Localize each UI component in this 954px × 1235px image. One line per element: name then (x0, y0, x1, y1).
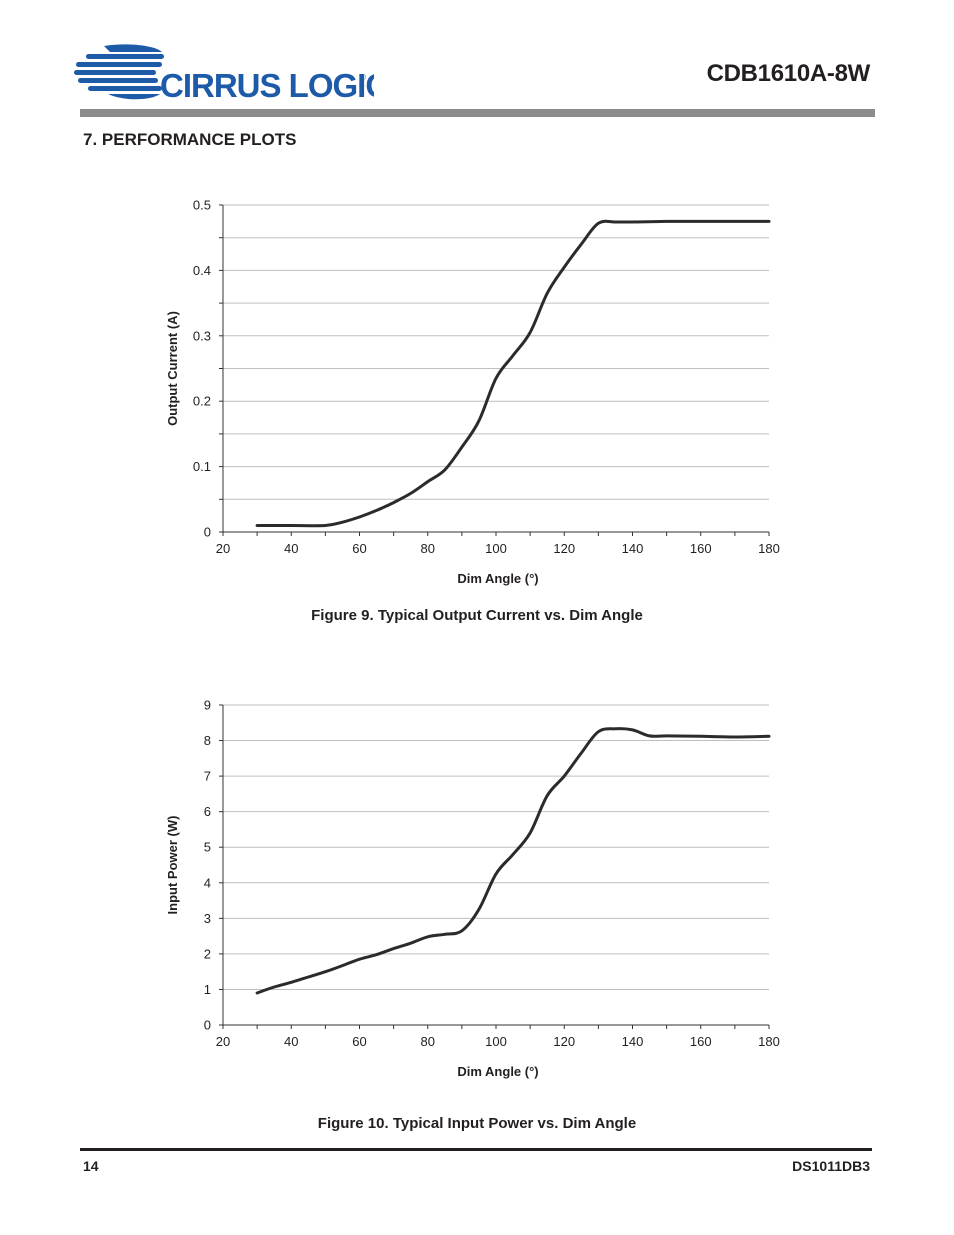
series-line (255, 727, 771, 995)
y-tick-label: 9 (204, 698, 211, 713)
input-power-chart: 0 1 2 3 4 5 6 7 8 9 20 40 60 80 100 120 140 160 180 Dim Ang… (165, 698, 780, 1080)
x-tick-label: 40 (284, 541, 298, 556)
y-tick-label: 4 (204, 875, 211, 890)
x-axis-title: Dim Angle (°) (457, 1064, 538, 1079)
document-id: DS1011DB3 (792, 1158, 870, 1174)
page-number: 14 (83, 1158, 99, 1174)
y-tick-label: 7 (204, 769, 211, 784)
y-tick-label: 8 (204, 733, 211, 748)
registered-mark-icon: ® (360, 73, 366, 82)
y-axis-title: Input Power (W) (165, 816, 180, 915)
y-tick-label: 6 (204, 804, 211, 819)
y-tick-label: 1 (204, 982, 211, 997)
y-tick-label: 2 (204, 946, 211, 961)
y-tick-label: 0 (204, 1018, 211, 1033)
x-tick-label: 160 (690, 541, 712, 556)
x-tick-label: 140 (622, 1034, 644, 1049)
y-tick-label: 5 (204, 840, 211, 855)
cirrus-logic-logo: CIRRUS LOGIC ® (74, 44, 374, 104)
y-tick-label: 3 (204, 911, 211, 926)
logo-wordmark: CIRRUS LOGIC (160, 67, 374, 104)
x-tick-label: 40 (284, 1034, 298, 1049)
x-tick-label: 100 (485, 1034, 507, 1049)
footer-rule (80, 1148, 872, 1151)
y-tick-label: 0.2 (193, 394, 211, 409)
document-title: CDB1610A-8W (706, 60, 871, 87)
y-axis-title: Output Current (A) (165, 311, 180, 426)
y-tick-label: 0 (204, 525, 211, 540)
output-current-chart: 0 0.1 0.2 0.3 0.4 0.5 20 40 60 80 100 120 140 160 180 D… (165, 198, 780, 587)
figure-9-caption: Figure 9. Typical Output Current vs. Dim… (311, 607, 643, 624)
section-heading: 7. PERFORMANCE PLOTS (83, 130, 297, 149)
x-tick-label: 80 (421, 541, 435, 556)
x-tick-label: 120 (553, 1034, 575, 1049)
x-tick-label: 140 (622, 541, 644, 556)
x-tick-label: 180 (758, 1034, 780, 1049)
x-tick-label: 180 (758, 541, 780, 556)
y-tick-label: 0.1 (193, 459, 211, 474)
figure-10-caption: Figure 10. Typical Input Power vs. Dim A… (317, 1115, 637, 1132)
x-tick-label: 80 (421, 1034, 435, 1049)
x-tick-label: 60 (352, 1034, 366, 1049)
y-tick-label: 0.4 (193, 263, 211, 278)
y-tick-label: 0.3 (193, 328, 211, 343)
series-line (255, 219, 771, 528)
x-tick-label: 20 (216, 1034, 230, 1049)
logo-swirl-icon (74, 44, 164, 100)
y-tick-label: 0.5 (193, 198, 211, 213)
header-bar (80, 109, 875, 117)
x-axis-title: Dim Angle (°) (457, 571, 538, 586)
x-tick-label: 60 (352, 541, 366, 556)
x-tick-label: 20 (216, 541, 230, 556)
x-tick-label: 120 (553, 541, 575, 556)
x-tick-label: 100 (485, 541, 507, 556)
x-tick-label: 160 (690, 1034, 712, 1049)
